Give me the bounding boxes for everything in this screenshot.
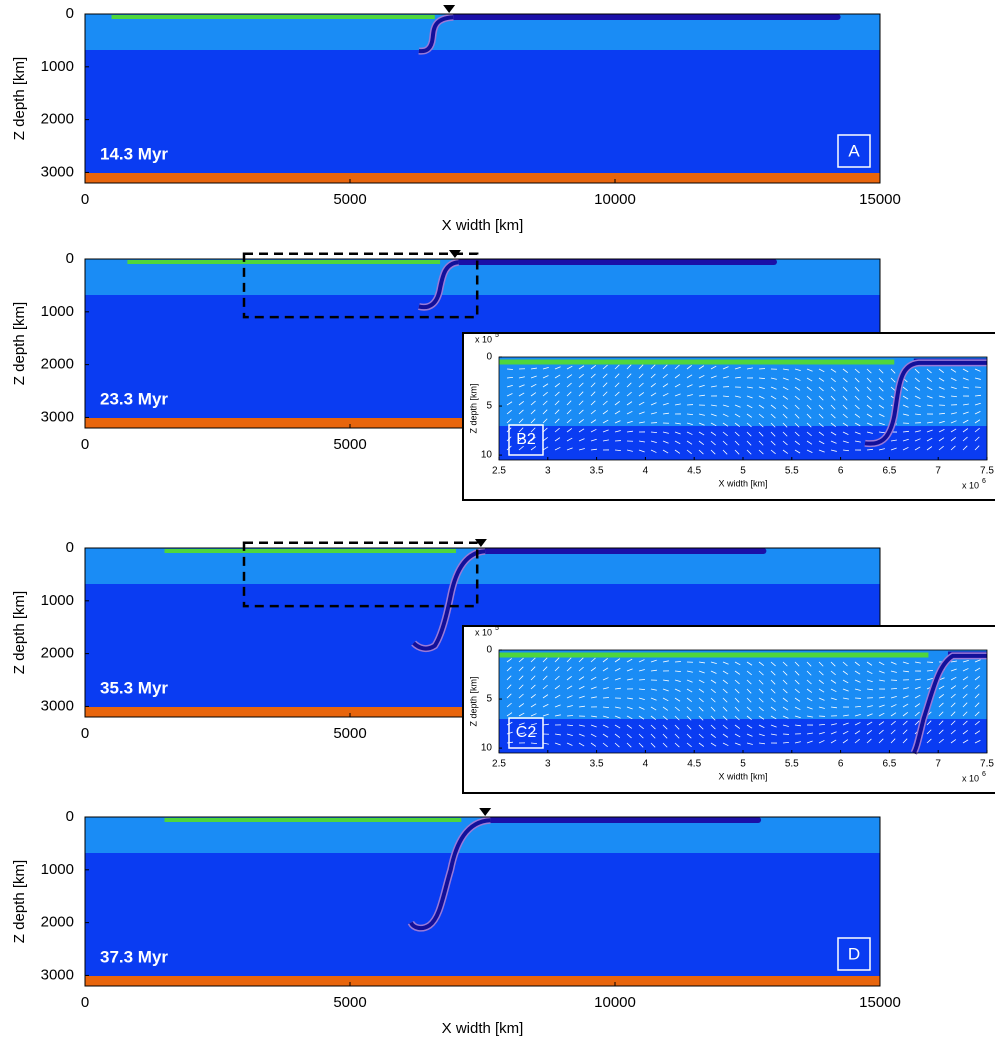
x-tick-label: 6.5 (882, 759, 896, 770)
time-label: 23.3 Myr (100, 389, 168, 408)
x-tick-label: 4.5 (687, 466, 701, 477)
y-tick-label: 3000 (41, 966, 74, 983)
x-tick-label: 4 (643, 466, 649, 477)
x-tick-label: 3 (545, 466, 551, 477)
y-tick-label: 3000 (41, 163, 74, 180)
y-tick-label: 2000 (41, 645, 74, 662)
upper-mantle (499, 650, 987, 719)
lower-mantle (85, 853, 880, 976)
x-tick-label: 3 (545, 759, 551, 770)
y-axis-label: Z depth [km] (11, 302, 28, 385)
x-axis-label: X width [km] (442, 1020, 524, 1037)
y-tick-label: 0 (66, 5, 74, 22)
x-tick-label: 5 (740, 759, 746, 770)
x-tick-label: 5000 (333, 191, 366, 208)
y-scale: x 10 (475, 627, 492, 637)
x-tick-label: 5 (740, 466, 746, 477)
x-scale-exp: 6 (982, 771, 986, 778)
x-tick-label: 3.5 (590, 759, 604, 770)
y-tick-label: 0 (486, 645, 492, 656)
x-tick-label: 15000 (859, 994, 901, 1011)
y-tick-label: 10 (481, 450, 493, 461)
y-tick-label: 3000 (41, 697, 74, 714)
x-tick-label: 5000 (333, 725, 366, 742)
y-tick-label: 1000 (41, 303, 74, 320)
x-axis-label: X width [km] (718, 478, 767, 488)
time-label: 37.3 Myr (100, 947, 168, 966)
x-tick-label: 2.5 (492, 759, 506, 770)
x-tick-label: 6 (838, 759, 844, 770)
y-axis-label: Z depth [km] (11, 57, 28, 140)
x-tick-label: 4.5 (687, 759, 701, 770)
x-tick-label: 4 (643, 759, 649, 770)
y-axis-label: Z depth [km] (468, 383, 478, 433)
y-tick-label: 0 (66, 250, 74, 267)
x-tick-label: 3.5 (590, 466, 604, 477)
y-axis-label: Z depth [km] (468, 676, 478, 726)
x-tick-label: 7.5 (980, 466, 994, 477)
x-tick-label: 0 (81, 994, 89, 1011)
trench-marker (479, 808, 491, 816)
y-tick-label: 0 (486, 352, 492, 363)
y-tick-label: 0 (66, 539, 74, 556)
x-tick-label: 15000 (859, 191, 901, 208)
panel: 0 5000 10000 15000 0 1000 2000 3000 Z depth [km]… (11, 808, 901, 1037)
y-scale-exp: 5 (495, 332, 499, 339)
y-tick-label: 3000 (41, 408, 74, 425)
y-tick-label: 2000 (41, 111, 74, 128)
y-tick-label: 1000 (41, 58, 74, 75)
time-label: 14.3 Myr (100, 144, 168, 163)
y-tick-label: 1000 (41, 861, 74, 878)
lower-mantle (85, 50, 880, 173)
x-tick-label: 6.5 (882, 466, 896, 477)
x-tick-label: 0 (81, 436, 89, 453)
inset: 2.5 3 3.5 4 4.5 5 5.5 6 6.5 7 7.5 0 5 10 Z depth [km] X… (463, 625, 995, 793)
y-tick-label: 5 (486, 401, 492, 412)
x-axis-label: X width [km] (442, 217, 524, 234)
y-scale: x 10 (475, 334, 492, 344)
x-tick-label: 10000 (594, 191, 636, 208)
x-scale-exp: 6 (982, 478, 986, 485)
y-tick-label: 2000 (41, 356, 74, 373)
x-tick-label: 6 (838, 466, 844, 477)
panel-label: D (848, 944, 860, 963)
x-tick-label: 0 (81, 191, 89, 208)
x-tick-label: 7.5 (980, 759, 994, 770)
panel: 0 5000 10000 15000 0 1000 2000 3000 Z depth [km]… (11, 5, 901, 234)
x-scale: x 10 (962, 480, 979, 490)
y-tick-label: 2000 (41, 914, 74, 931)
core (85, 173, 880, 183)
x-tick-label: 5.5 (785, 466, 799, 477)
x-scale: x 10 (962, 773, 979, 783)
panel-label: B2 (516, 431, 536, 448)
trench-marker (443, 5, 455, 13)
x-tick-label: 5000 (333, 436, 366, 453)
y-tick-label: 10 (481, 743, 493, 754)
x-tick-label: 5.5 (785, 759, 799, 770)
x-axis-label: X width [km] (718, 771, 767, 781)
x-tick-label: 5000 (333, 994, 366, 1011)
panel-label: C2 (516, 724, 537, 741)
inset: 2.5 3 3.5 4 4.5 5 5.5 6 6.5 7 7.5 0 5 10 Z depth [km] X… (463, 332, 995, 500)
x-tick-label: 7 (935, 466, 941, 477)
y-tick-label: 0 (66, 808, 74, 825)
x-tick-label: 0 (81, 725, 89, 742)
y-axis-label: Z depth [km] (11, 860, 28, 943)
x-tick-label: 2.5 (492, 466, 506, 477)
panel-label: A (848, 141, 860, 160)
y-tick-label: 5 (486, 694, 492, 705)
lower-mantle (499, 426, 987, 460)
y-scale-exp: 5 (495, 625, 499, 632)
time-label: 35.3 Myr (100, 678, 168, 697)
x-tick-label: 10000 (594, 994, 636, 1011)
core (85, 976, 880, 986)
y-axis-label: Z depth [km] (11, 591, 28, 674)
y-tick-label: 1000 (41, 592, 74, 609)
x-tick-label: 7 (935, 759, 941, 770)
